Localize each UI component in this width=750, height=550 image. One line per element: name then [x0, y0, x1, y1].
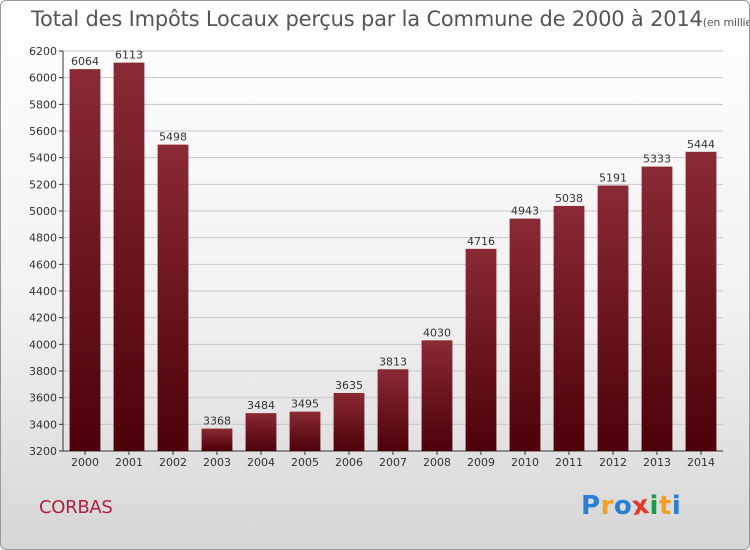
y-tick-label: 3600: [29, 392, 57, 405]
y-tick-label: 6000: [29, 72, 57, 85]
bar: [553, 205, 585, 451]
x-tick-label: 2003: [203, 456, 231, 469]
logo-letter: x: [630, 489, 652, 523]
y-tick-label: 3200: [29, 445, 57, 458]
data-label: 3635: [335, 379, 363, 392]
x-tick-label: 2001: [115, 456, 143, 469]
y-tick-label: 5200: [29, 178, 57, 191]
y-tick-label: 4400: [29, 285, 57, 298]
y-tick-label: 6200: [29, 45, 57, 58]
bar: [641, 166, 673, 451]
y-tick-label: 4000: [29, 338, 57, 351]
y-tick-label: 5800: [29, 98, 57, 111]
data-label: 5498: [159, 131, 187, 144]
x-tick-label: 2006: [335, 456, 363, 469]
data-label: 3484: [247, 399, 275, 412]
data-label: 3813: [379, 355, 407, 368]
x-tick-label: 2014: [687, 456, 715, 469]
bar: [69, 69, 101, 451]
data-label: 6113: [115, 49, 143, 62]
bar: [157, 144, 189, 451]
data-label: 3368: [203, 415, 231, 428]
data-label: 5191: [599, 172, 627, 185]
bar: [597, 185, 629, 452]
proxiti-logo: Proxiti: [581, 489, 682, 523]
chart-title: Total des Impôts Locaux perçus par la Co…: [31, 7, 749, 31]
x-tick-label: 2013: [643, 456, 671, 469]
bar: [245, 413, 277, 451]
y-tick-label: 4200: [29, 312, 57, 325]
x-tick-label: 2005: [291, 456, 319, 469]
y-tick-label: 3400: [29, 418, 57, 431]
x-tick-label: 2000: [71, 456, 99, 469]
chart-subtitle: (en milliers d'€): [702, 16, 749, 29]
x-tick-label: 2009: [467, 456, 495, 469]
x-tick-label: 2012: [599, 456, 627, 469]
y-tick-label: 4800: [29, 232, 57, 245]
bar: [685, 151, 717, 452]
logo-letter: r: [600, 491, 614, 521]
data-label: 4716: [467, 235, 495, 248]
data-label: 5333: [643, 153, 671, 166]
data-label: 3495: [291, 398, 319, 411]
commune-name: CORBAS: [39, 497, 113, 518]
y-tick-label: 5400: [29, 152, 57, 165]
data-label: 4943: [511, 205, 539, 218]
chart-title-text: Total des Impôts Locaux perçus par la Co…: [31, 7, 703, 31]
bar: [333, 393, 365, 451]
data-label: 5444: [687, 138, 715, 151]
logo-letter: o: [613, 491, 633, 521]
y-tick-label: 3800: [29, 365, 57, 378]
y-tick-label: 4600: [29, 258, 57, 271]
logo-letter: i: [649, 491, 659, 521]
x-tick-label: 2004: [247, 456, 275, 469]
x-tick-label: 2010: [511, 456, 539, 469]
x-tick-label: 2011: [555, 456, 583, 469]
bar: [289, 411, 321, 451]
bar: [377, 369, 409, 451]
logo-letter: i: [671, 491, 682, 521]
bar: [113, 62, 145, 451]
bar: [421, 340, 453, 451]
x-tick-label: 2008: [423, 456, 451, 469]
logo-letter: t: [658, 491, 672, 521]
logo-letter: P: [581, 491, 601, 521]
data-label: 4030: [423, 326, 451, 339]
x-tick-label: 2002: [159, 456, 187, 469]
bar: [201, 428, 233, 451]
bar: [465, 248, 497, 451]
bar: [509, 218, 541, 451]
y-tick-label: 5600: [29, 125, 57, 138]
data-label: 6064: [71, 55, 99, 68]
y-tick-label: 5000: [29, 205, 57, 218]
data-label: 5038: [555, 192, 583, 205]
x-tick-label: 2007: [379, 456, 407, 469]
